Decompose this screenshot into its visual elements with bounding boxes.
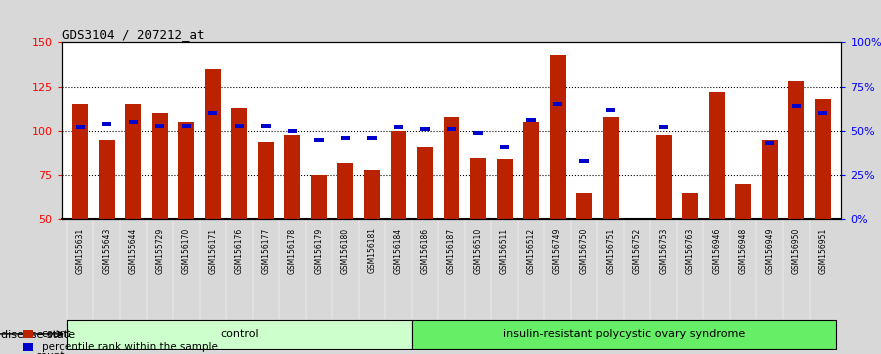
Bar — [234, 124, 244, 127]
Bar — [364, 170, 380, 219]
Bar — [443, 117, 460, 219]
Text: GSM156510: GSM156510 — [473, 227, 483, 274]
Bar — [208, 111, 218, 115]
Bar — [394, 126, 403, 130]
Text: GSM156170: GSM156170 — [181, 227, 191, 274]
Text: GSM156749: GSM156749 — [553, 227, 562, 274]
Bar — [606, 108, 615, 112]
Bar — [603, 117, 618, 219]
Bar — [659, 126, 669, 130]
Bar — [232, 108, 248, 219]
Bar — [553, 103, 562, 106]
Text: GSM156753: GSM156753 — [659, 227, 668, 274]
Bar — [367, 136, 376, 140]
Text: GSM155643: GSM155643 — [102, 227, 111, 274]
Bar — [815, 99, 831, 219]
Bar — [262, 124, 270, 127]
Bar — [736, 184, 751, 219]
Text: GSM156176: GSM156176 — [235, 227, 244, 274]
Text: GSM156178: GSM156178 — [288, 227, 297, 274]
Text: GSM156750: GSM156750 — [580, 227, 589, 274]
Text: insulin-resistant polycystic ovary syndrome: insulin-resistant polycystic ovary syndr… — [503, 329, 745, 339]
Bar — [788, 81, 804, 219]
Text: GSM155729: GSM155729 — [155, 227, 164, 274]
Bar — [765, 141, 774, 145]
Bar — [102, 122, 111, 126]
Text: GSM156763: GSM156763 — [685, 227, 695, 274]
Bar — [497, 159, 513, 219]
Bar — [527, 118, 536, 122]
Text: GSM156950: GSM156950 — [792, 227, 801, 274]
Bar — [447, 127, 456, 131]
Text: GSM156948: GSM156948 — [739, 227, 748, 274]
Text: GSM156187: GSM156187 — [447, 227, 456, 274]
Bar — [792, 104, 801, 108]
Text: GSM156949: GSM156949 — [766, 227, 774, 274]
Bar — [76, 126, 85, 130]
Bar — [341, 136, 350, 140]
Text: GSM156184: GSM156184 — [394, 227, 403, 274]
Bar — [762, 140, 778, 219]
Bar — [682, 193, 698, 219]
Bar — [708, 92, 725, 219]
Text: GSM156752: GSM156752 — [633, 227, 641, 274]
Bar — [155, 124, 165, 127]
Text: GSM156946: GSM156946 — [712, 227, 722, 274]
Bar — [288, 129, 297, 133]
Bar — [580, 159, 589, 163]
Text: disease state: disease state — [1, 330, 75, 339]
Text: control: control — [220, 329, 259, 339]
Text: GSM155631: GSM155631 — [76, 227, 85, 274]
Bar — [67, 320, 411, 349]
Text: GDS3104 / 207212_at: GDS3104 / 207212_at — [62, 28, 204, 41]
Bar — [576, 193, 592, 219]
Text: GSM155644: GSM155644 — [129, 227, 137, 274]
Bar — [420, 127, 430, 131]
Bar — [550, 55, 566, 219]
Bar — [470, 158, 486, 219]
Bar — [818, 111, 827, 115]
Bar — [99, 140, 115, 219]
Text: GSM156512: GSM156512 — [527, 227, 536, 274]
Bar — [178, 122, 195, 219]
Text: GSM156171: GSM156171 — [208, 227, 218, 274]
Text: GSM156177: GSM156177 — [262, 227, 270, 274]
Bar — [125, 104, 141, 219]
Bar — [390, 131, 406, 219]
Bar — [285, 135, 300, 219]
Bar — [311, 175, 327, 219]
Bar — [337, 163, 353, 219]
Legend: count, percentile rank within the sample: count, percentile rank within the sample — [23, 329, 218, 352]
Bar — [72, 104, 88, 219]
Bar — [500, 145, 509, 149]
Text: GSM156181: GSM156181 — [367, 227, 376, 273]
Bar — [152, 113, 167, 219]
Text: GSM156186: GSM156186 — [420, 227, 430, 274]
Bar — [129, 120, 138, 124]
Bar — [411, 320, 836, 349]
Text: GSM156180: GSM156180 — [341, 227, 350, 274]
Bar — [655, 135, 671, 219]
Text: GSM156511: GSM156511 — [500, 227, 509, 274]
Text: GSM156751: GSM156751 — [606, 227, 615, 274]
Text: GSM156179: GSM156179 — [315, 227, 323, 274]
Bar — [315, 138, 323, 142]
Bar — [417, 147, 433, 219]
Bar — [258, 142, 274, 219]
Bar — [523, 122, 539, 219]
Bar — [181, 124, 191, 127]
Bar — [205, 69, 221, 219]
Text: GSM156951: GSM156951 — [818, 227, 827, 274]
Bar — [473, 131, 483, 135]
Text: count: count — [35, 351, 64, 354]
